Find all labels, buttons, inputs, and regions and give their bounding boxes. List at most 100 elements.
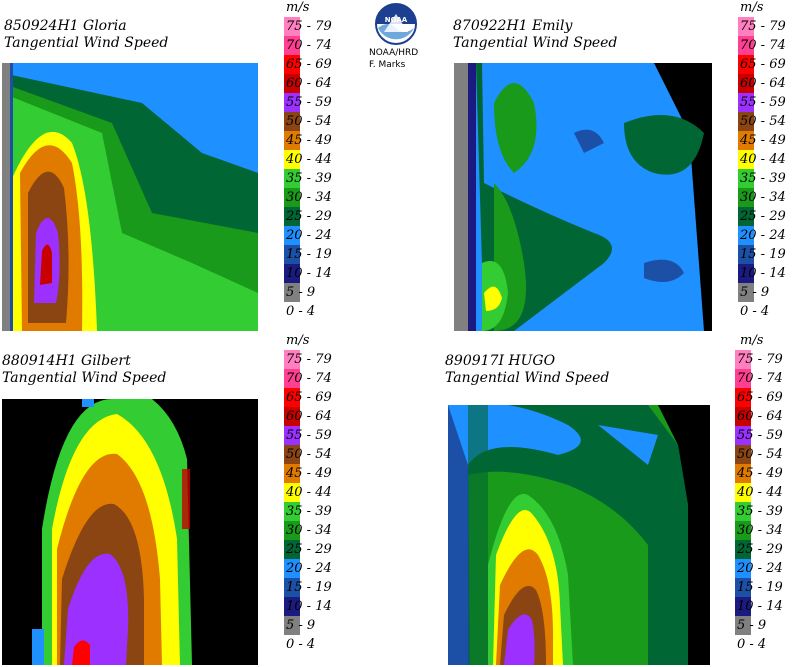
- legend-swatch: [735, 540, 751, 559]
- legend-swatch: [738, 93, 754, 112]
- legend-label: 0 - 4: [737, 637, 767, 652]
- legend-label: 15 - 19: [286, 580, 332, 595]
- legend-label: 35 - 39: [740, 171, 786, 186]
- legend-swatch: [738, 226, 754, 245]
- contour-plot-emily: [454, 63, 712, 331]
- panel-title-gloria: 850924H1 Gloria Tangential Wind Speed: [4, 18, 168, 52]
- legend-swatch: [284, 283, 300, 302]
- contour-plot-hugo: [448, 405, 710, 665]
- legend-label: 10 - 14: [737, 599, 783, 614]
- legend-swatch: [738, 283, 754, 302]
- legend-label: 65 - 69: [286, 390, 332, 405]
- variable-label-gilbert: Tangential Wind Speed: [2, 370, 167, 386]
- legend-label: 75 - 79: [286, 352, 332, 367]
- legend-swatch: [738, 150, 754, 169]
- legend-swatch: [738, 36, 754, 55]
- legend-swatch: [735, 521, 751, 540]
- legend-swatch: [735, 464, 751, 483]
- legend-swatch: [738, 302, 754, 321]
- contour-plot-gloria: [2, 63, 258, 331]
- legend-label: 20 - 24: [740, 228, 786, 243]
- legend-swatch: [284, 55, 300, 74]
- legend-swatch: [284, 635, 300, 654]
- legend-swatch: [735, 616, 751, 635]
- legend-swatch: [738, 17, 754, 36]
- legend-label: 45 - 49: [737, 466, 783, 481]
- legend-swatch: [735, 578, 751, 597]
- legend-swatch: [738, 169, 754, 188]
- legend-swatch: [284, 502, 300, 521]
- legend-label: 25 - 29: [286, 542, 332, 557]
- legend-label: 40 - 44: [740, 152, 786, 167]
- legend-label: 35 - 39: [286, 504, 332, 519]
- legend-label: 60 - 64: [737, 409, 783, 424]
- legend-swatch: [735, 407, 751, 426]
- legend-label: 75 - 79: [286, 19, 332, 34]
- legend-swatch: [284, 131, 300, 150]
- legend-swatch: [735, 635, 751, 654]
- storm-id-emily: 870922H1 Emily: [453, 18, 573, 34]
- legend-swatch: [284, 426, 300, 445]
- legend-swatch: [735, 597, 751, 616]
- legend-label: 30 - 34: [737, 523, 783, 538]
- legend-label: 25 - 29: [286, 209, 332, 224]
- legend-swatch: [735, 369, 751, 388]
- legend-label: 15 - 19: [286, 247, 332, 262]
- legend-label: 75 - 79: [740, 19, 786, 34]
- panel-title-emily: 870922H1 Emily Tangential Wind Speed: [453, 18, 617, 52]
- legend-label: 0 - 4: [286, 637, 316, 652]
- storm-id-gloria: 850924H1 Gloria: [4, 18, 127, 34]
- legend-label: 35 - 39: [737, 504, 783, 519]
- legend-swatch: [738, 264, 754, 283]
- panel-title-hugo: 890917I HUGO Tangential Wind Speed: [445, 353, 609, 387]
- legend-swatch: [284, 540, 300, 559]
- legend-swatch: [738, 55, 754, 74]
- legend-swatch: [284, 407, 300, 426]
- legend-swatch: [284, 597, 300, 616]
- credit-line-2: F. Marks: [369, 60, 406, 70]
- legend-unit-4: m/s: [740, 333, 764, 348]
- legend-label: 55 - 59: [286, 95, 332, 110]
- legend-label: 20 - 24: [737, 561, 783, 576]
- legend-swatch: [284, 188, 300, 207]
- legend-label: 70 - 74: [737, 371, 783, 386]
- legend-label: 5 - 9: [740, 285, 770, 300]
- legend-swatch: [738, 131, 754, 150]
- legend-swatch: [284, 245, 300, 264]
- legend-swatch: [284, 616, 300, 635]
- legend-label: 25 - 29: [737, 542, 783, 557]
- variable-label-hugo: Tangential Wind Speed: [445, 370, 610, 386]
- legend-label: 60 - 64: [286, 76, 332, 91]
- legend-swatch: [284, 264, 300, 283]
- legend-label: 20 - 24: [286, 561, 332, 576]
- legend-label: 50 - 54: [286, 114, 332, 129]
- legend-swatch: [735, 426, 751, 445]
- legend-swatch: [284, 350, 300, 369]
- legend-swatch: [284, 483, 300, 502]
- legend-label: 65 - 69: [740, 57, 786, 72]
- legend-swatch: [735, 483, 751, 502]
- credit-line-1: NOAA/HRD: [369, 48, 419, 58]
- legend-unit-3: m/s: [286, 333, 310, 348]
- legend-swatch: [738, 112, 754, 131]
- legend-label: 55 - 59: [737, 428, 783, 443]
- legend-label: 60 - 64: [286, 409, 332, 424]
- legend-label: 0 - 4: [740, 304, 770, 319]
- svg-text:NOAA: NOAA: [385, 16, 408, 24]
- panel-title-gilbert: 880914H1 Gilbert Tangential Wind Speed: [2, 353, 166, 387]
- legend-swatch: [735, 350, 751, 369]
- legend-swatch: [738, 207, 754, 226]
- legend-label: 70 - 74: [740, 38, 786, 53]
- legend-swatch: [735, 388, 751, 407]
- legend-label: 0 - 4: [286, 304, 316, 319]
- legend-swatch: [284, 112, 300, 131]
- legend-label: 10 - 14: [740, 266, 786, 281]
- legend-swatch: [284, 559, 300, 578]
- legend-label: 40 - 44: [737, 485, 783, 500]
- legend-label: 75 - 79: [737, 352, 783, 367]
- legend-swatch: [284, 226, 300, 245]
- legend-swatch: [284, 150, 300, 169]
- legend-swatch: [284, 36, 300, 55]
- legend-label: 30 - 34: [286, 523, 332, 538]
- legend-swatch: [284, 74, 300, 93]
